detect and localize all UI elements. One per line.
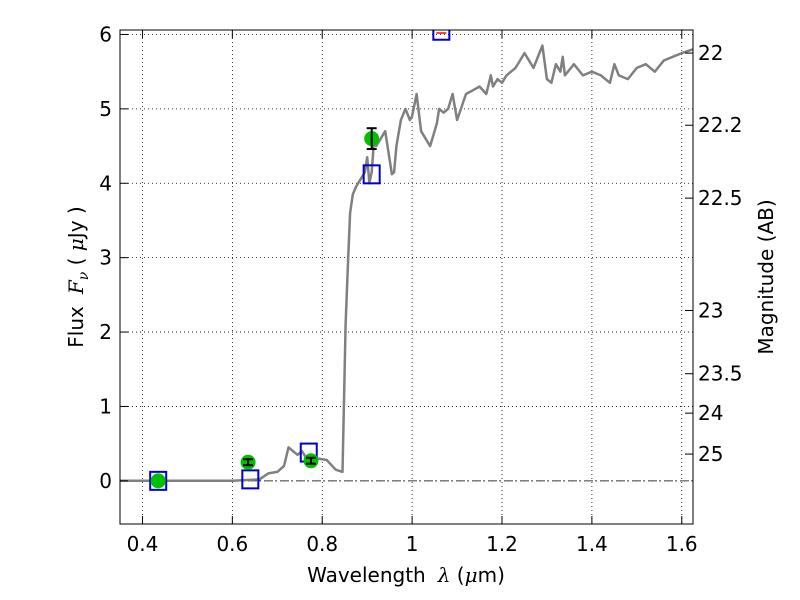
x-tick-label: 1.2 xyxy=(486,532,518,556)
y2-tick-label: 24 xyxy=(698,401,723,425)
x-axis-label: Wavelength λ (μm) xyxy=(307,563,505,587)
model-photometry-square xyxy=(432,30,451,41)
x-tick-label: 0.4 xyxy=(127,532,159,556)
x-tick-label: 1.4 xyxy=(576,532,608,556)
y-tick-label: 2 xyxy=(99,320,112,344)
model-photometry-square xyxy=(241,469,260,490)
plot-frame xyxy=(119,29,694,525)
y-tick-label: 4 xyxy=(99,171,112,195)
series-layer xyxy=(120,30,693,491)
x-tick-label: 1 xyxy=(406,532,419,556)
y2-tick-label: 23 xyxy=(698,298,723,322)
x-tick-label: 0.8 xyxy=(306,532,338,556)
y-axis-label: FluxFν ( μJy ) xyxy=(64,206,92,347)
y2-tick-label: 22 xyxy=(698,41,723,65)
plot-background xyxy=(120,30,693,524)
model-photometry-square xyxy=(362,164,381,185)
y2-axis-label: Magnitude (AB) xyxy=(754,199,778,354)
y2-tick-label: 23.5 xyxy=(698,362,743,386)
y-tick-label: 1 xyxy=(99,394,112,418)
y2-tick-label: 22.5 xyxy=(698,186,743,210)
ticks-layer: 0.4 0.6 0.8 1 1.2 1.4 1.601234562222.222.52323… xyxy=(99,22,742,556)
y-tick-label: 5 xyxy=(99,97,112,121)
model-photometry-square xyxy=(149,470,168,491)
y-tick-label: 3 xyxy=(99,246,112,270)
observed-photometry-point xyxy=(150,473,166,489)
y2-tick-label: 25 xyxy=(698,442,723,466)
y-tick-label: 0 xyxy=(99,469,112,493)
y-tick-label: 6 xyxy=(99,22,112,46)
x-tick-label: 1.6 xyxy=(666,532,698,556)
y2-tick-label: 22.2 xyxy=(698,113,743,137)
x-tick-label: 0.6 xyxy=(216,532,248,556)
